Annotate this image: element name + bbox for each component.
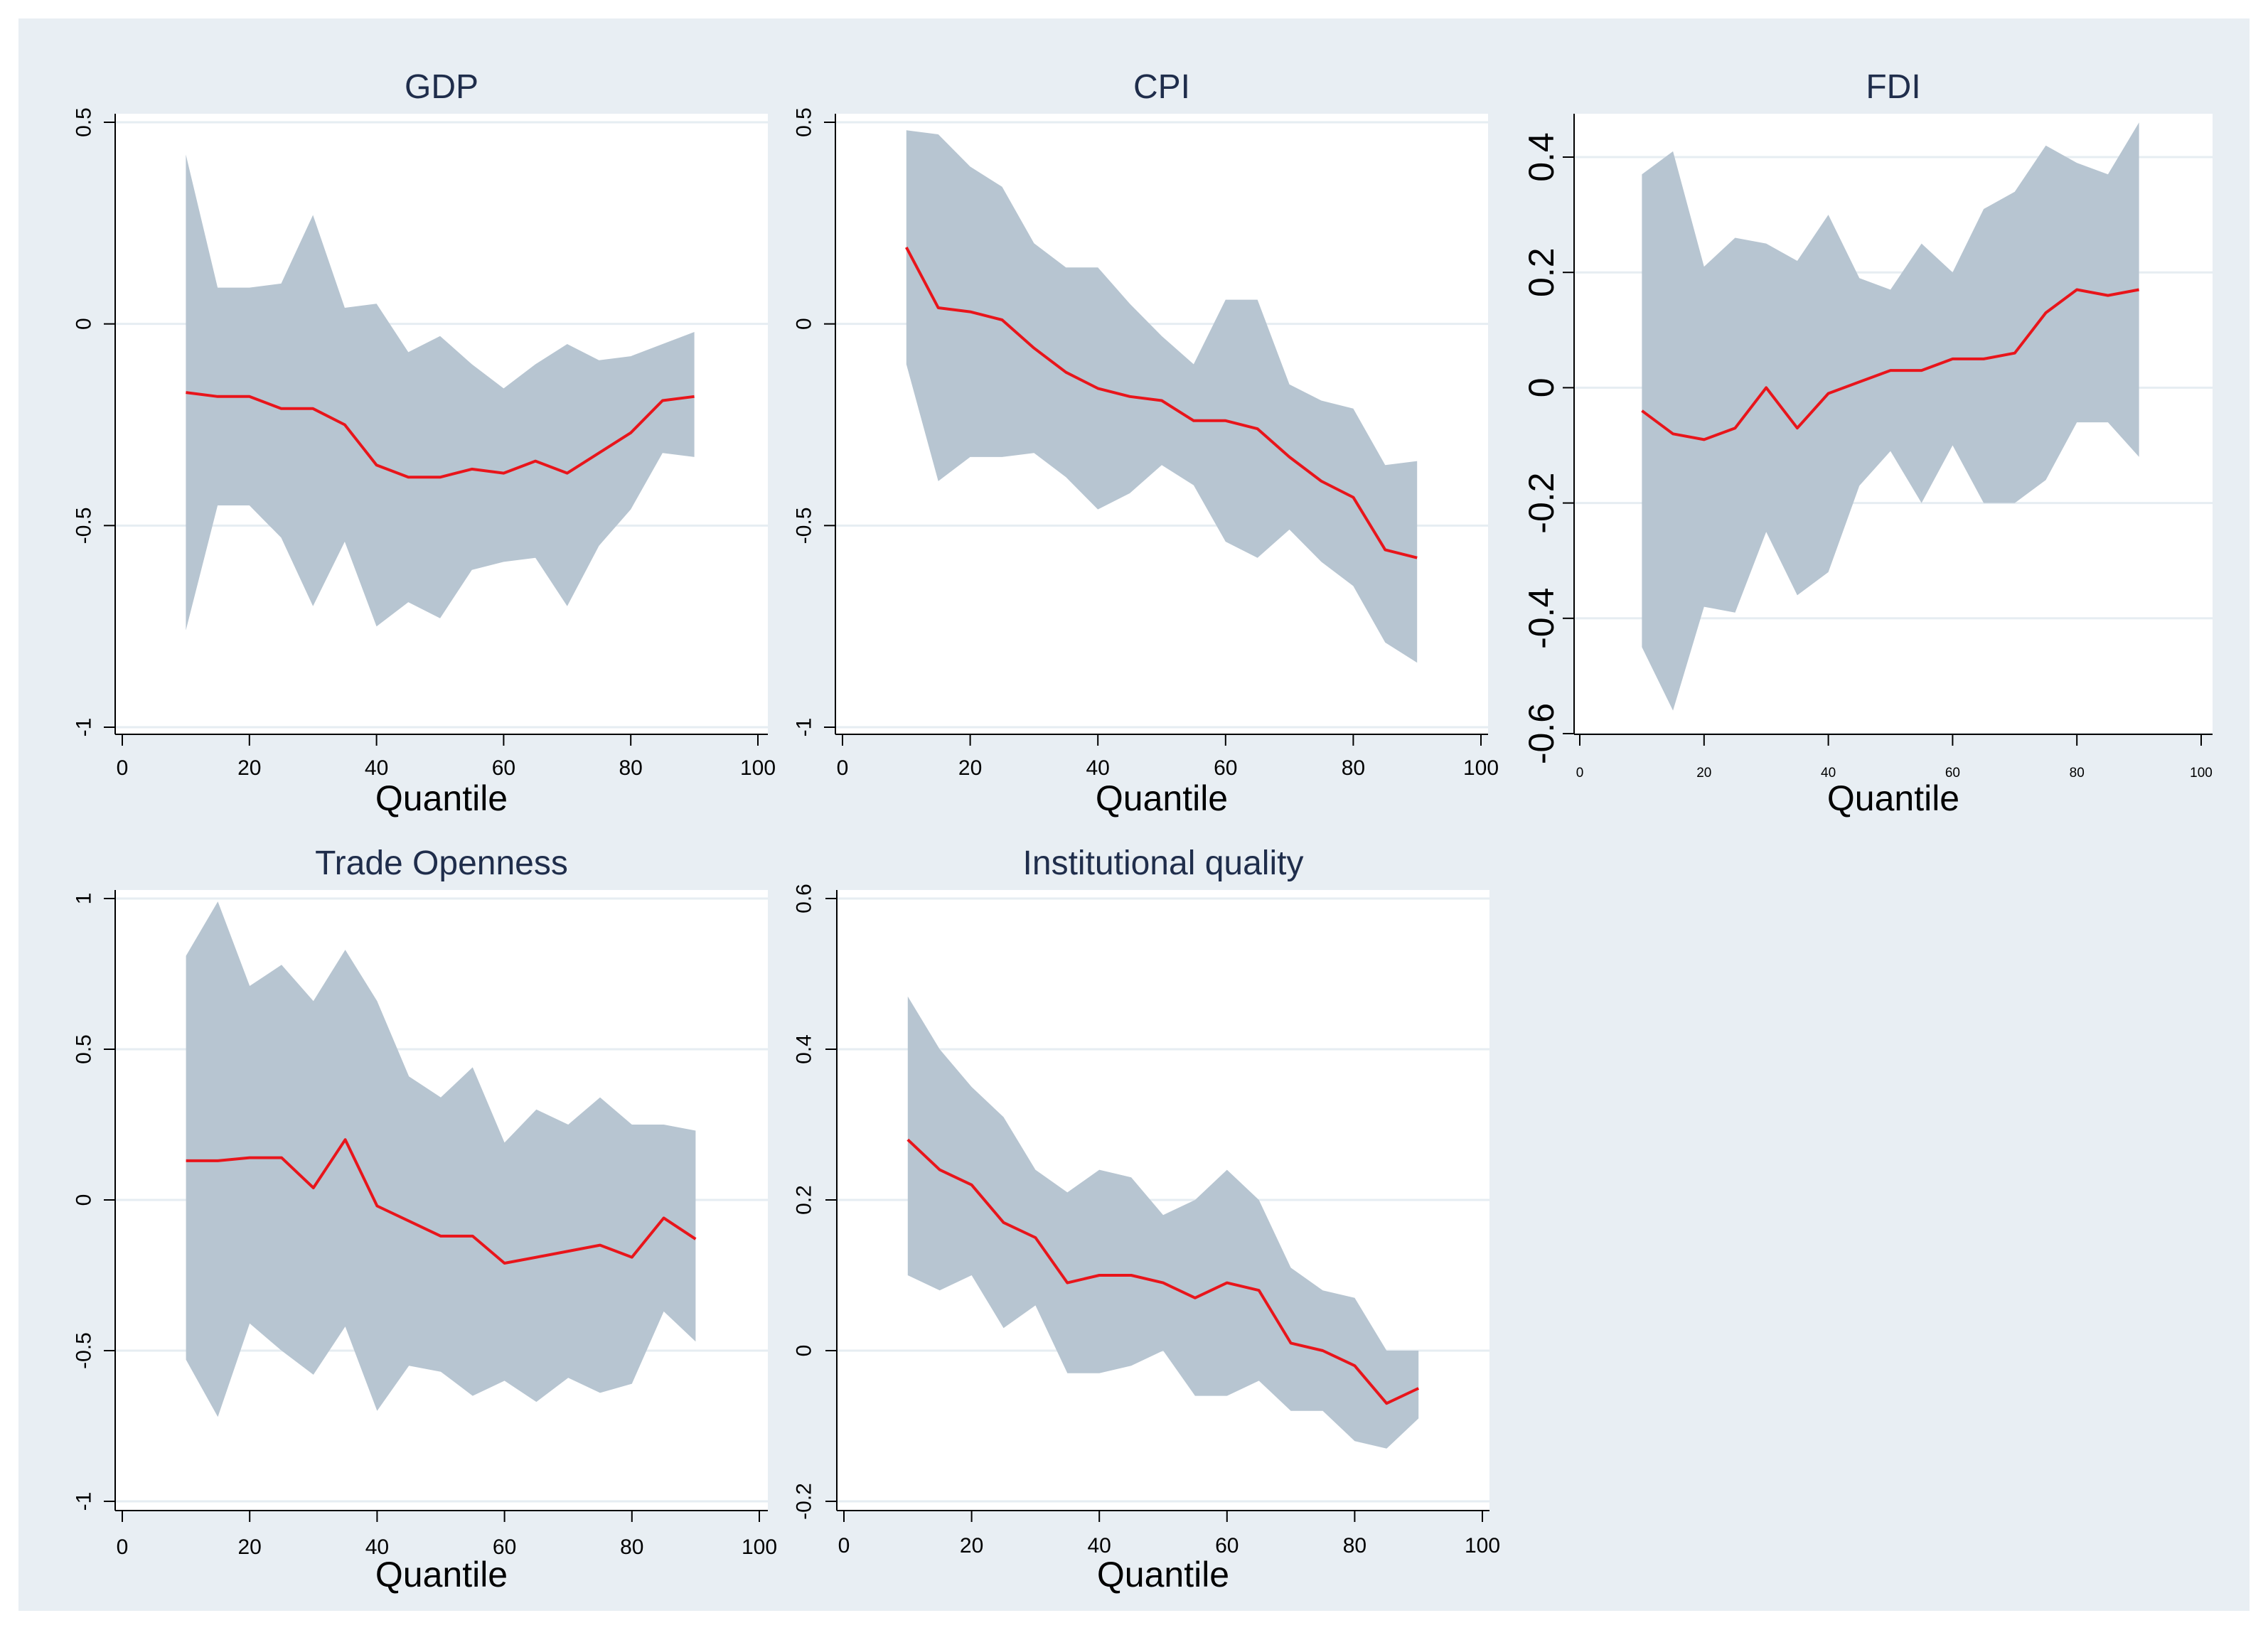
x-tick-label: 40	[365, 756, 388, 780]
chart-title: GDP	[405, 68, 478, 106]
x-axis-label: Quantile	[375, 778, 508, 818]
x-tick-label: 40	[1821, 766, 1836, 781]
x-tick-label: 60	[1945, 766, 1960, 781]
x-tick-label: 20	[238, 1535, 262, 1559]
confidence-band	[1642, 122, 2139, 711]
x-tick-label: 80	[1343, 1534, 1366, 1557]
panel-gdp: 0 20 40 60 80 100 -1 -0.5 0 0.5 GDP Quantile	[73, 68, 776, 818]
y-tick-label: 0	[793, 318, 816, 330]
y-tick-label: -1	[73, 718, 96, 737]
x-tick-label: 80	[619, 756, 643, 780]
x-tick-label: 0	[838, 1534, 850, 1557]
x-tick-label: 100	[1465, 1534, 1500, 1557]
chart-title: FDI	[1866, 68, 1920, 106]
confidence-band	[186, 901, 696, 1417]
y-tick-label: -1	[73, 1492, 96, 1511]
x-tick-label: 100	[2190, 766, 2213, 781]
x-tick-label: 40	[1086, 756, 1110, 780]
estimate-line	[905, 246, 1418, 559]
x-tick-label: 60	[1214, 756, 1237, 780]
y-tick-label: -0.5	[793, 507, 816, 544]
x-tick-label: 40	[1088, 1534, 1111, 1557]
x-tick-label: 20	[960, 1534, 983, 1557]
x-tick-label: 60	[492, 756, 515, 780]
chart-title: Trade Openness	[315, 845, 568, 882]
x-tick-label: 20	[237, 756, 261, 780]
y-tick-label: -0.5	[73, 1332, 96, 1369]
estimate-line	[1641, 288, 2139, 441]
y-tick-label: 1	[73, 893, 96, 905]
y-tick-label: -0.2	[793, 1483, 816, 1520]
y-tick-label: 0.2	[1521, 247, 1561, 297]
x-tick-label: 0	[1576, 766, 1584, 781]
y-tick-label: -0.6	[1521, 703, 1561, 764]
y-tick-label: -1	[793, 718, 816, 737]
x-tick-label: 40	[365, 1535, 389, 1559]
x-tick-label: 0	[837, 756, 849, 780]
x-axis-label: Quantile	[1097, 1555, 1229, 1594]
confidence-band	[186, 154, 695, 631]
x-tick-label: 0	[117, 1535, 129, 1559]
x-tick-label: 100	[1463, 756, 1499, 780]
x-tick-label: 80	[1342, 756, 1365, 780]
y-tick-label: -0.4	[1521, 588, 1561, 649]
confidence-band	[906, 130, 1418, 663]
y-tick-label: 0	[793, 1345, 816, 1357]
estimate-line	[186, 1138, 697, 1265]
x-tick-label: 60	[1215, 1534, 1239, 1557]
panel-cpi: 0 20 40 60 80 100 -1 -0.5 0 0.5 CPI Quantile	[793, 68, 1499, 818]
panel-institutional-quality: 0 20 40 60 80 100 -0.2 0 0.2 0.4 0.6 Institutional …	[793, 845, 1501, 1594]
y-tick-label: 0.4	[1521, 132, 1561, 182]
x-axis-label: Quantile	[375, 1555, 508, 1594]
y-tick-label: 0.4	[793, 1034, 816, 1064]
y-tick-label: -0.2	[1521, 473, 1561, 534]
confidence-band	[907, 996, 1419, 1449]
x-tick-label: 0	[117, 756, 129, 780]
estimate-line	[186, 391, 695, 479]
y-tick-label: 0	[1521, 377, 1561, 397]
y-tick-label: 0.5	[793, 107, 816, 137]
estimate-line	[906, 1138, 1420, 1405]
y-tick-label: 0.2	[793, 1185, 816, 1215]
x-tick-label: 80	[2070, 766, 2085, 781]
x-tick-label: 100	[742, 1535, 777, 1559]
x-axis-label: Quantile	[1827, 778, 1959, 818]
y-tick-label: 0	[73, 318, 96, 330]
y-tick-label: 0.5	[73, 107, 96, 137]
panel-trade-openness: 0 20 40 60 80 100 -1 -0.5 0 0.5 1 Trade Openness Qua…	[73, 845, 778, 1594]
panel-fdi: 0 20 40 60 80 100 -0.6 -0.4 -0.2 0 0.2 0.4 FDI Quanti…	[1521, 68, 2213, 818]
x-tick-label: 20	[958, 756, 982, 780]
y-tick-label: 0.6	[793, 884, 816, 913]
chart-title: CPI	[1133, 68, 1190, 106]
x-tick-label: 20	[1696, 766, 1711, 781]
x-tick-label: 60	[493, 1535, 516, 1559]
y-tick-label: 0	[73, 1194, 96, 1206]
x-tick-label: 80	[620, 1535, 643, 1559]
y-tick-label: -0.5	[73, 507, 96, 544]
y-tick-label: 0.5	[73, 1034, 96, 1064]
x-tick-label: 100	[740, 756, 776, 780]
x-axis-label: Quantile	[1096, 778, 1228, 818]
chart-title: Institutional quality	[1023, 845, 1304, 882]
